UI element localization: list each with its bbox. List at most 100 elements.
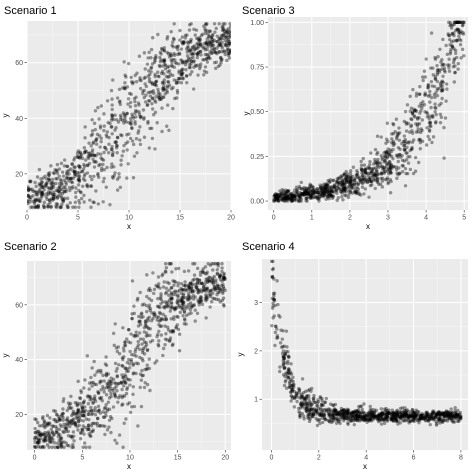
scatter-point xyxy=(157,95,161,100)
scatter-point xyxy=(186,46,190,50)
scatter-point xyxy=(270,267,275,272)
scatter-point xyxy=(274,198,279,203)
scatter-point xyxy=(408,414,413,418)
scatter-point xyxy=(285,194,289,198)
scatter-point xyxy=(369,170,374,174)
scatter-point xyxy=(176,80,181,85)
scatter-point xyxy=(351,410,356,415)
scatter-point xyxy=(369,412,374,416)
scatter-point xyxy=(156,90,161,94)
scatter-point xyxy=(384,141,388,145)
scatter-point xyxy=(385,408,389,413)
scatter-point xyxy=(31,194,35,198)
scatter-point xyxy=(339,409,344,413)
scatter-point xyxy=(357,176,361,181)
scatter-point xyxy=(79,190,83,195)
scatter-point xyxy=(47,178,51,182)
scatter-point xyxy=(363,187,368,191)
scatter-point xyxy=(384,406,388,411)
scatter-point xyxy=(77,174,81,179)
scatter-point xyxy=(390,417,394,421)
scatter-point xyxy=(179,286,183,291)
scatter-point xyxy=(309,194,313,198)
scatter-point xyxy=(162,280,166,284)
scatter-point xyxy=(331,410,336,414)
scatter-point xyxy=(199,295,203,299)
scatter-point xyxy=(321,410,326,415)
scatter-point xyxy=(115,374,119,379)
scatter-point xyxy=(325,187,330,192)
scatter-point xyxy=(339,409,343,413)
scatter-point xyxy=(161,353,165,358)
scatter-point xyxy=(447,416,451,421)
scatter-point xyxy=(46,190,51,194)
scatter-point xyxy=(392,412,396,416)
scatter-point xyxy=(69,421,74,426)
scatter-point xyxy=(299,191,303,196)
scatter-point xyxy=(357,175,362,179)
scatter-point xyxy=(98,396,102,400)
scatter-point xyxy=(348,179,353,183)
scatter-point xyxy=(59,435,63,440)
scatter-point xyxy=(184,313,189,318)
scatter-point xyxy=(386,410,390,414)
scatter-point xyxy=(352,410,356,415)
scatter-point xyxy=(201,267,205,271)
scatter-point xyxy=(70,445,74,449)
scatter-point xyxy=(186,297,191,302)
scatter-point xyxy=(140,303,145,307)
scatter-point xyxy=(126,327,131,332)
scatter-point xyxy=(128,116,133,121)
scatter-point xyxy=(204,294,209,298)
scatter-point xyxy=(355,418,360,423)
scatter-point xyxy=(343,184,347,188)
scatter-point xyxy=(65,164,70,169)
scatter-point xyxy=(322,190,326,195)
scatter-point xyxy=(372,415,376,420)
scatter-point xyxy=(139,312,143,316)
scatter-point xyxy=(149,66,153,71)
scatter-point xyxy=(162,46,167,50)
scatter-point xyxy=(290,378,294,383)
scatter-point xyxy=(325,183,330,187)
scatter-point xyxy=(83,125,87,129)
scatter-point xyxy=(379,414,383,419)
scatter-point xyxy=(156,332,160,337)
scatter-point xyxy=(307,410,312,414)
scatter-point xyxy=(71,430,76,434)
scatter-point xyxy=(344,175,348,180)
scatter-point xyxy=(39,196,43,201)
scatter-point xyxy=(34,417,38,422)
scatter-point xyxy=(147,69,151,73)
scatter-point xyxy=(322,412,327,417)
scatter-point xyxy=(437,410,441,414)
scatter-point xyxy=(93,421,97,426)
scatter-point xyxy=(96,175,101,179)
scatter-point xyxy=(108,379,113,384)
scatter-point xyxy=(160,46,164,51)
scatter-point xyxy=(196,50,201,55)
scatter-point xyxy=(159,324,164,328)
scatter-point xyxy=(165,304,169,308)
scatter-point xyxy=(275,279,279,283)
scatter-point xyxy=(182,59,186,64)
scatter-point xyxy=(156,93,160,97)
scatter-point xyxy=(282,196,287,200)
scatter-point xyxy=(328,191,332,196)
scatter-point xyxy=(344,416,349,421)
scatter-point xyxy=(418,416,423,420)
scatter-point xyxy=(42,187,46,192)
scatter-point xyxy=(440,63,444,68)
scatter-point xyxy=(216,262,220,266)
scatter-point xyxy=(144,84,149,89)
scatter-point xyxy=(138,138,142,142)
scatter-point xyxy=(55,202,60,207)
scatter-point xyxy=(326,418,330,423)
scatter-point xyxy=(203,31,208,36)
scatter-point xyxy=(270,296,274,301)
scatter-point xyxy=(340,179,345,183)
scatter-point xyxy=(409,419,413,424)
scatter-point xyxy=(158,55,162,60)
scatter-point xyxy=(136,101,141,105)
scatter-point xyxy=(340,181,345,186)
